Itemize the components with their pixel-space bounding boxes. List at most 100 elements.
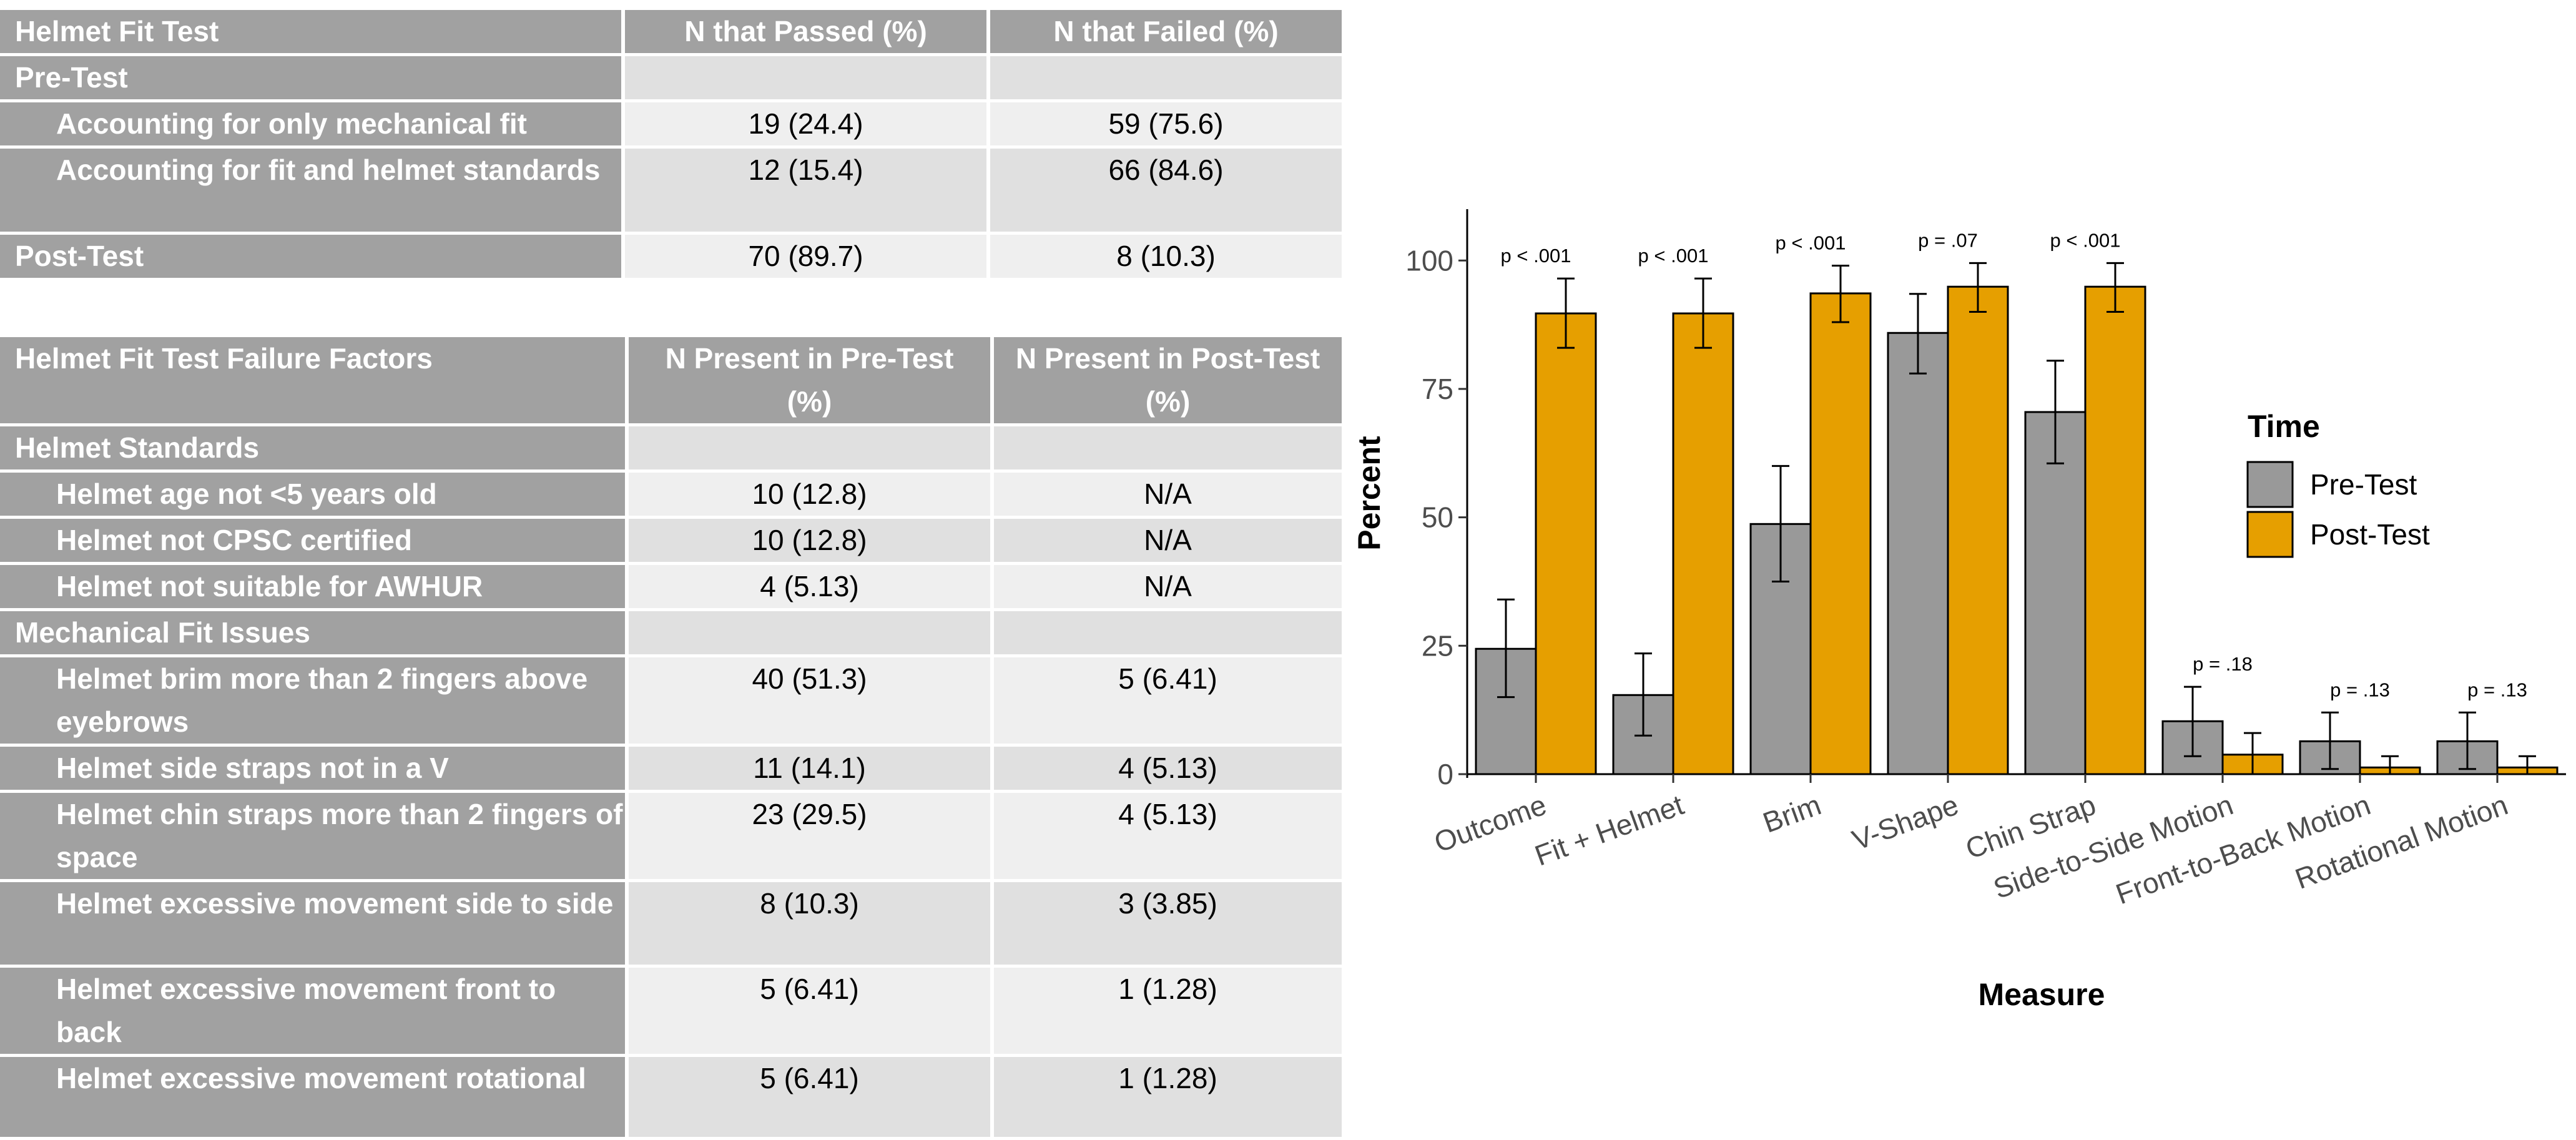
table-row: Helmet not CPSC certified 10 (12.8) N/A bbox=[0, 519, 1345, 565]
bar-post-test bbox=[1672, 312, 1734, 775]
table-row: Helmet age not <5 years old 10 (12.8) N/… bbox=[0, 473, 1345, 519]
legend-label: Pre-Test bbox=[2310, 468, 2417, 501]
row-label: Helmet side straps not in a V bbox=[56, 752, 449, 784]
header-cell: N Present in Pre-Test (%) bbox=[629, 337, 994, 426]
table-row: Helmet excessive movement front to back … bbox=[0, 968, 1345, 1057]
table-cell: 59 (75.6) bbox=[990, 102, 1345, 149]
header-cell: N that Failed (%) bbox=[990, 10, 1345, 56]
x-axis-title: Measure bbox=[1979, 977, 2105, 1012]
table-cell: N/A bbox=[994, 565, 1345, 611]
table-row: Helmet excessive movement side to side 8… bbox=[0, 882, 1345, 968]
p-value-label: p < .001 bbox=[1501, 245, 1571, 267]
row-label: Helmet not suitable for AWHUR bbox=[56, 570, 483, 602]
x-tick-label: V-Shape bbox=[1848, 789, 1963, 857]
bar-post-test bbox=[1535, 312, 1597, 775]
table-cell: 40 (51.3) bbox=[629, 657, 994, 747]
table-header-row: Helmet Fit Test Failure Factors N Presen… bbox=[0, 337, 1345, 426]
table-cell bbox=[994, 611, 1345, 657]
legend-swatch-post-test bbox=[2246, 511, 2294, 558]
bar-post-test bbox=[1809, 292, 1872, 775]
y-tick-label: 0 bbox=[1437, 758, 1453, 790]
table-cell: 8 (10.3) bbox=[990, 235, 1345, 281]
row-label: Accounting for only mechanical fit bbox=[56, 107, 527, 140]
table-cell: 70 (89.7) bbox=[625, 235, 990, 281]
p-value-label: p = .13 bbox=[2467, 679, 2527, 700]
table-cell: N/A bbox=[994, 519, 1345, 565]
table-cell: 66 (84.6) bbox=[990, 149, 1345, 235]
header-cell: N Present in Post-Test (%) bbox=[994, 337, 1345, 426]
section-label: Post-Test bbox=[0, 235, 625, 281]
row-label: Helmet brim more than 2 fingers above ey… bbox=[56, 662, 588, 738]
p-value-label: p < .001 bbox=[1776, 232, 1846, 254]
table-cell: 4 (5.13) bbox=[994, 793, 1345, 882]
table-cell: 11 (14.1) bbox=[629, 747, 994, 793]
row-label: Helmet excessive movement rotational bbox=[56, 1062, 586, 1094]
x-tick-label: Fit + Helmet bbox=[1530, 788, 1688, 872]
table-cell: 4 (5.13) bbox=[994, 747, 1345, 793]
table-row: Helmet Standards bbox=[0, 426, 1345, 473]
table-row: Helmet chin straps more than 2 fingers o… bbox=[0, 793, 1345, 882]
bar-post-test bbox=[1947, 285, 2009, 775]
table-cell: 12 (15.4) bbox=[625, 149, 990, 235]
legend-title: Time bbox=[2248, 409, 2320, 444]
table-cell: 5 (6.41) bbox=[994, 657, 1345, 747]
section-label: Helmet Standards bbox=[0, 426, 629, 473]
table-row: Post-Test 70 (89.7) 8 (10.3) bbox=[0, 235, 1345, 281]
row-label: Helmet age not <5 years old bbox=[56, 478, 437, 510]
table-cell bbox=[625, 56, 990, 102]
section-label: Mechanical Fit Issues bbox=[0, 611, 629, 657]
header-cell: Helmet Fit Test Failure Factors bbox=[0, 337, 629, 426]
y-tick-label: 50 bbox=[1422, 501, 1453, 534]
x-tick-label: Side-to-Side Motion bbox=[1989, 789, 2237, 905]
table-cell: 19 (24.4) bbox=[625, 102, 990, 149]
x-tick-label: Brim bbox=[1759, 789, 1826, 839]
legend-label: Post-Test bbox=[2310, 518, 2430, 551]
p-value-label: p < .001 bbox=[1638, 245, 1709, 267]
p-value-label: p = .18 bbox=[2193, 653, 2253, 675]
table-cell: 5 (6.41) bbox=[629, 968, 994, 1057]
table-cell: 10 (12.8) bbox=[629, 519, 994, 565]
row-label: Helmet chin straps more than 2 fingers o… bbox=[56, 798, 623, 873]
table-row: Mechanical Fit Issues bbox=[0, 611, 1345, 657]
table-row: Accounting for fit and helmet standards … bbox=[0, 149, 1345, 235]
table-cell: N/A bbox=[994, 473, 1345, 519]
table-cell: 8 (10.3) bbox=[629, 882, 994, 968]
failure-factors-table: Helmet Fit Test Failure Factors N Presen… bbox=[0, 337, 1345, 1140]
row-label: Helmet excessive movement front to back bbox=[56, 973, 556, 1048]
header-cell: N that Passed (%) bbox=[625, 10, 990, 56]
row-label: Accounting for fit and helmet standards bbox=[56, 154, 601, 186]
table-row: Helmet not suitable for AWHUR 4 (5.13) N… bbox=[0, 565, 1345, 611]
table-cell: 10 (12.8) bbox=[629, 473, 994, 519]
table-header-row: Helmet Fit Test N that Passed (%) N that… bbox=[0, 10, 1345, 56]
y-axis-title: Percent bbox=[1352, 436, 1387, 551]
table-cell: 23 (29.5) bbox=[629, 793, 994, 882]
table-row: Helmet brim more than 2 fingers above ey… bbox=[0, 657, 1345, 747]
row-label: Helmet not CPSC certified bbox=[56, 524, 412, 556]
row-label: Helmet excessive movement side to side bbox=[56, 887, 614, 920]
p-value-label: p < .001 bbox=[2050, 229, 2121, 251]
section-label: Pre-Test bbox=[0, 56, 625, 102]
y-tick-label: 100 bbox=[1405, 244, 1453, 277]
y-tick-label: 75 bbox=[1422, 373, 1453, 405]
bar-pre-test bbox=[2024, 411, 2087, 775]
table-cell bbox=[629, 426, 994, 473]
p-value-label: p = .13 bbox=[2330, 679, 2390, 700]
bar-post-test bbox=[2084, 285, 2146, 775]
table-row: Accounting for only mechanical fit 19 (2… bbox=[0, 102, 1345, 149]
y-tick-label: 25 bbox=[1422, 629, 1453, 662]
table-cell bbox=[629, 611, 994, 657]
table-cell bbox=[990, 56, 1345, 102]
legend-swatch-pre-test bbox=[2246, 461, 2294, 508]
p-value-label: p = .07 bbox=[1918, 229, 1978, 251]
table-cell: 3 (3.85) bbox=[994, 882, 1345, 968]
bar-pre-test bbox=[1887, 332, 1949, 775]
table-cell: 1 (1.28) bbox=[994, 1057, 1345, 1140]
table-cell bbox=[994, 426, 1345, 473]
table-row: Pre-Test bbox=[0, 56, 1345, 102]
table-cell: 1 (1.28) bbox=[994, 968, 1345, 1057]
table-row: Helmet side straps not in a V 11 (14.1) … bbox=[0, 747, 1345, 793]
helmet-fit-test-table: Helmet Fit Test N that Passed (%) N that… bbox=[0, 10, 1345, 281]
table-row: Helmet excessive movement rotational 5 (… bbox=[0, 1057, 1345, 1140]
table-cell: 5 (6.41) bbox=[629, 1057, 994, 1140]
